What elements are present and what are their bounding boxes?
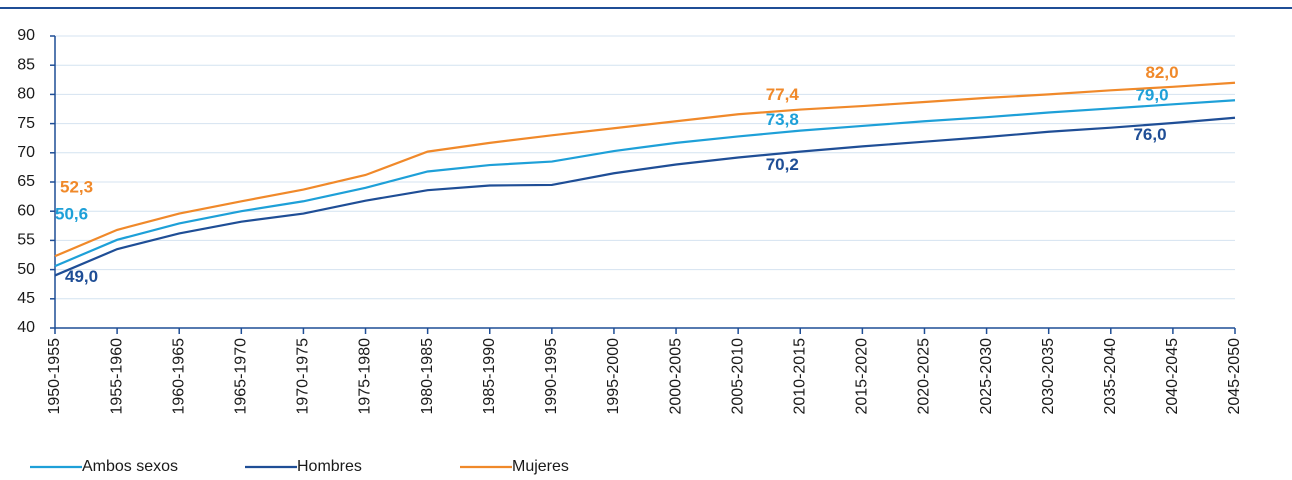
x-tick-label: 2035-2040 (1102, 338, 1119, 415)
value-label: 79,0 (1135, 86, 1168, 105)
x-tick-label: 1970-1975 (295, 338, 312, 415)
y-tick-label: 65 (17, 173, 35, 190)
x-tick-label: 1980-1985 (419, 338, 436, 415)
value-label: 77,4 (766, 85, 800, 104)
x-tick-label: 1955-1960 (108, 338, 125, 415)
x-tick-label: 2040-2045 (1164, 338, 1181, 415)
y-tick-label: 80 (17, 86, 35, 103)
x-tick-label: 2010-2015 (791, 338, 808, 415)
value-label: 76,0 (1133, 125, 1166, 144)
y-tick-label: 60 (17, 202, 35, 219)
value-label: 70,2 (766, 155, 799, 174)
x-tick-label: 1990-1995 (543, 338, 560, 415)
x-tick-label: 2020-2025 (916, 338, 933, 415)
legend-label: Mujeres (512, 458, 569, 475)
x-tick-label: 2045-2050 (1226, 338, 1243, 415)
value-label: 50,6 (55, 205, 88, 224)
y-tick-label: 45 (17, 290, 35, 307)
x-tick-label: 1975-1980 (357, 338, 374, 415)
series-line (54, 99, 1236, 268)
y-tick-label: 90 (17, 27, 35, 44)
x-tick-label: 1965-1970 (233, 338, 250, 415)
value-label: 52,3 (60, 178, 93, 197)
y-tick-label: 85 (17, 56, 35, 73)
x-tick-label: 2015-2020 (854, 338, 871, 415)
series-line (54, 81, 1236, 258)
x-tick-label: 1985-1990 (481, 338, 498, 415)
y-tick-label: 50 (17, 261, 35, 278)
value-label: 82,0 (1145, 63, 1178, 82)
y-tick-label: 70 (17, 144, 35, 161)
legend-label: Ambos sexos (82, 458, 178, 475)
x-tick-label: 2005-2010 (729, 338, 746, 415)
series-line (54, 116, 1236, 277)
y-tick-label: 40 (17, 319, 35, 336)
y-tick-label: 55 (17, 232, 35, 249)
x-tick-label: 1995-2000 (605, 338, 622, 415)
value-label: 73,8 (766, 110, 799, 129)
legend-label: Hombres (297, 458, 362, 475)
value-label: 49,0 (65, 267, 98, 286)
x-tick-label: 2000-2005 (667, 338, 684, 415)
x-tick-label: 1950-1955 (46, 338, 63, 415)
x-tick-label: 1960-1965 (170, 338, 187, 415)
x-tick-label: 2030-2035 (1040, 338, 1057, 415)
y-tick-label: 75 (17, 115, 35, 132)
x-tick-label: 2025-2030 (978, 338, 995, 415)
